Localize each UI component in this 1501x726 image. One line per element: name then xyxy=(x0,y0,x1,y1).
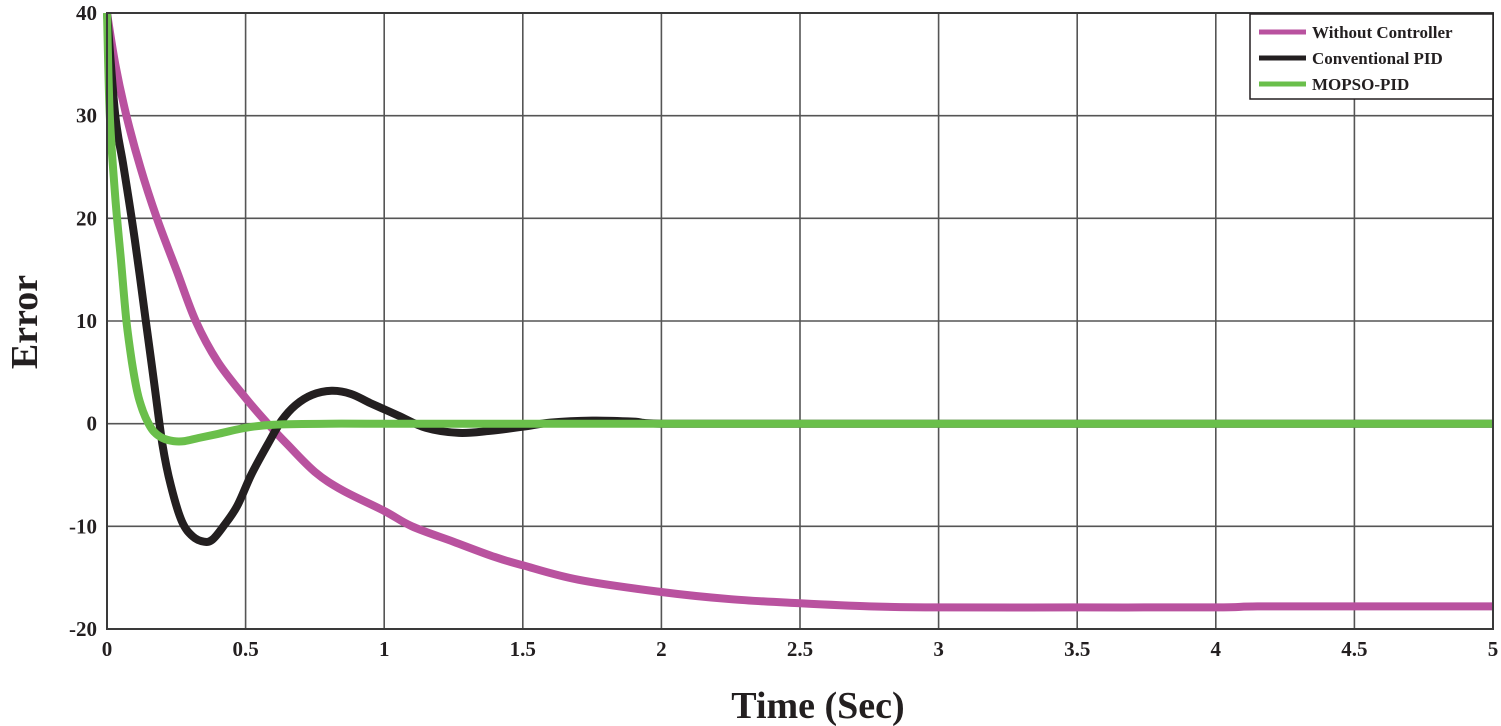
y-tick-label: 30 xyxy=(76,104,97,128)
x-tick-label: 5 xyxy=(1488,637,1499,661)
legend-label-mopso-pid: MOPSO-PID xyxy=(1312,75,1409,94)
y-tick-label: 0 xyxy=(87,412,98,436)
legend: Without Controller Conventional PID MOPS… xyxy=(1249,13,1494,100)
x-axis-label: Time (Sec) xyxy=(731,685,904,726)
y-tick-label: 40 xyxy=(76,1,97,25)
data-series xyxy=(103,12,1493,612)
x-tick-label: 0.5 xyxy=(232,637,258,661)
y-tick-label: -10 xyxy=(69,514,97,538)
grid-lines xyxy=(106,12,1494,630)
y-tick-label: 10 xyxy=(76,309,97,333)
legend-label-conventional-pid: Conventional PID xyxy=(1312,49,1443,68)
x-tick-label: 2 xyxy=(656,637,667,661)
x-tick-label: 3.5 xyxy=(1064,637,1090,661)
legend-label-without-controller: Without Controller xyxy=(1312,23,1453,42)
y-axis-label: Error xyxy=(4,275,46,369)
x-tick-label: 2.5 xyxy=(787,637,813,661)
y-tick-label: 20 xyxy=(76,206,97,230)
y-tick-label: -20 xyxy=(69,617,97,641)
legend-item-mopso-pid: MOPSO-PID xyxy=(1259,75,1409,94)
x-tick-label: 1.5 xyxy=(510,637,536,661)
x-tick-label: 0 xyxy=(102,637,113,661)
series-without-controller xyxy=(103,12,1493,612)
legend-item-conventional-pid: Conventional PID xyxy=(1259,49,1443,68)
x-tick-label: 4.5 xyxy=(1341,637,1367,661)
x-tick-label: 4 xyxy=(1211,637,1222,661)
x-axis-ticks: 0 0.5 1 1.5 2 2.5 3 3.5 4 4.5 5 xyxy=(102,637,1499,661)
plot-area-frame xyxy=(106,12,1494,630)
x-tick-label: 1 xyxy=(379,637,390,661)
legend-item-without-controller: Without Controller xyxy=(1259,23,1453,42)
x-tick-label: 3 xyxy=(933,637,944,661)
y-axis-ticks: -20 -10 0 10 20 30 40 xyxy=(69,1,97,641)
series-mopso-pid xyxy=(103,12,1493,446)
